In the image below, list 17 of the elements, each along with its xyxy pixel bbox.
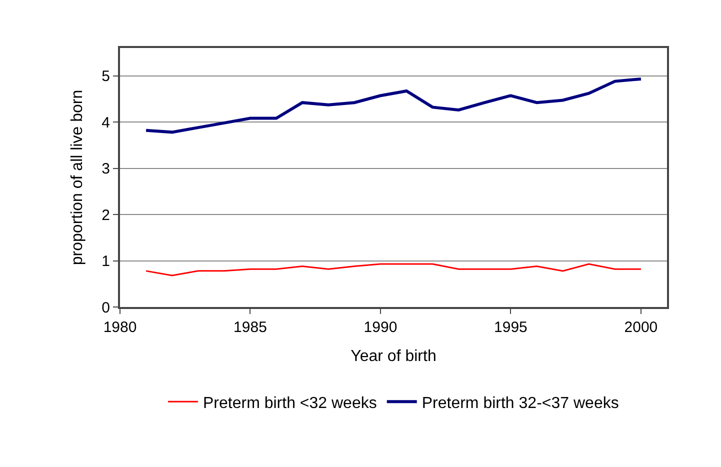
x-tick-label: 2000 xyxy=(624,319,658,336)
y-tick-label: 4 xyxy=(102,114,110,132)
y-tick-label: 0 xyxy=(102,299,110,316)
x-tick-label: 1985 xyxy=(234,319,267,336)
line-series xyxy=(144,77,642,134)
x-tick-label: 1995 xyxy=(494,319,528,336)
y-axis-title: proportion of all live born xyxy=(69,90,86,266)
y-tick-label: 3 xyxy=(102,160,110,178)
y-tick-label: 1 xyxy=(102,253,110,270)
legend-label: Preterm birth <32 weeks xyxy=(203,394,377,412)
line-series xyxy=(145,263,642,276)
x-axis-title: Year of birth xyxy=(350,348,436,366)
x-tick-label: 1990 xyxy=(364,319,398,336)
y-tick-label: 5 xyxy=(102,68,110,85)
x-tick-label: 1980 xyxy=(103,319,137,336)
y-tick-label: 2 xyxy=(102,206,110,224)
legend-label: Preterm birth 32-<37 weeks xyxy=(422,394,619,412)
